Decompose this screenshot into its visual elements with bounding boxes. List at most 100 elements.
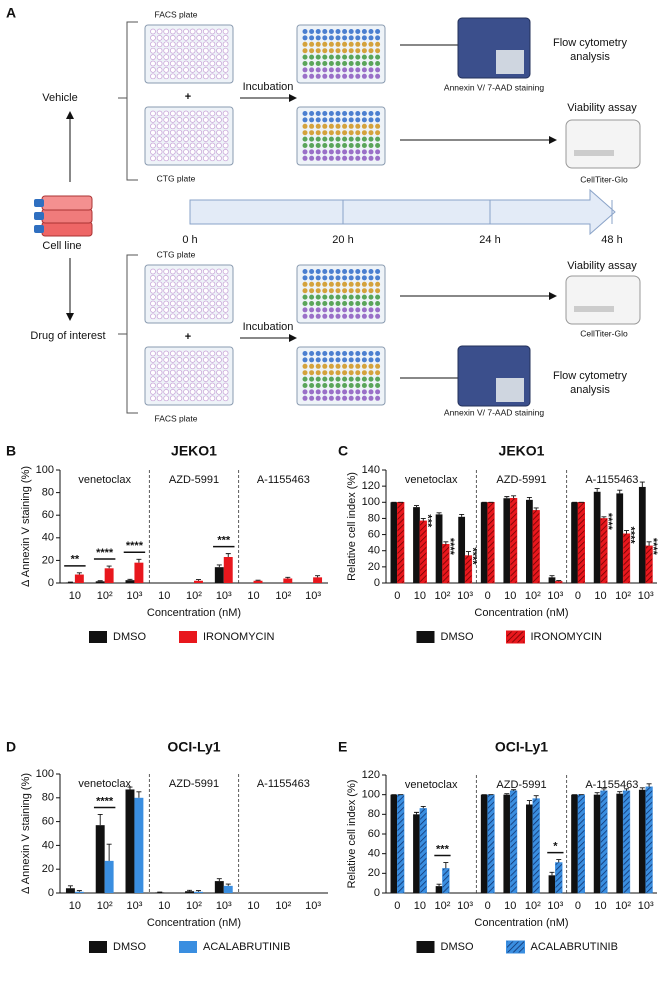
well [150,357,156,363]
well [163,363,170,370]
well [322,281,328,287]
x-tick-label: 10 [158,900,170,912]
error-bar [443,541,449,545]
x-tick-label: 10³ [216,590,232,602]
well [355,155,361,161]
error-bar [639,481,645,487]
legend-label: ACALABRUTINIB [203,941,290,953]
well [355,351,361,356]
bar [155,892,165,893]
well [183,275,189,281]
well [361,294,367,300]
flow-cytometer-part [496,50,524,74]
error-bar [526,496,532,500]
well [322,313,328,319]
well [150,149,156,155]
plate-label: CTG plate [157,173,196,183]
well [169,268,176,275]
well [202,300,209,307]
well [150,110,156,117]
well [222,268,229,275]
well [315,61,321,66]
well [315,357,321,363]
well [150,28,156,35]
significance: * [553,840,558,852]
well [183,268,189,275]
well [335,149,341,155]
well [361,281,367,287]
well [222,41,229,48]
well [189,268,196,275]
well [209,313,216,320]
plate-reader-slot [574,150,614,156]
bar [413,814,420,893]
well [209,287,216,294]
well [202,275,209,281]
well [361,288,367,294]
well [176,54,183,60]
well [368,313,374,319]
well [302,73,308,79]
well [342,111,348,116]
well [222,357,229,363]
well [209,300,216,307]
timeline-label: 24 h [479,234,500,246]
legend-swatch [179,631,197,643]
ctg-label: CellTiter-Glo [580,174,628,184]
well [176,357,183,363]
bar [214,567,224,583]
well [309,288,315,294]
group-label: venetoclax [405,474,458,486]
well [375,143,381,148]
x-tick-label: 10² [525,900,541,912]
chart-title: JEKO1 [171,443,217,459]
bar [503,498,511,583]
well [189,67,196,73]
y-tick-label: 140 [362,464,380,476]
legend-swatch [416,941,435,953]
well [342,130,348,136]
bar [397,502,405,584]
well [216,389,222,395]
error-bar [624,530,630,534]
well [322,48,328,54]
significance: **** [126,540,144,552]
well [183,363,189,370]
well [315,130,321,136]
well [342,269,348,274]
well [202,60,209,67]
well [322,395,328,401]
well [150,287,156,294]
well [309,35,315,41]
bar [413,507,420,583]
well [302,294,308,300]
x-tick-label: 10 [158,590,170,602]
well [315,54,321,60]
well [150,155,156,162]
well [335,73,341,79]
well [335,351,341,356]
error-bar [594,488,600,492]
well [216,117,222,123]
well [335,376,341,382]
well [309,275,315,281]
well [335,111,341,116]
well [361,136,367,142]
well [342,61,348,66]
group-label: A-1155463 [585,474,638,486]
x-tick-label: 10³ [126,590,142,602]
well [209,110,216,117]
error-bar [443,862,449,869]
y-tick-label: 100 [362,496,380,508]
well [189,54,196,60]
well [150,41,156,48]
well [202,313,209,320]
well [169,350,176,357]
well [202,369,209,376]
well [150,281,156,288]
bar [74,891,84,893]
well [216,376,222,382]
well [156,287,163,294]
bar [65,582,75,583]
